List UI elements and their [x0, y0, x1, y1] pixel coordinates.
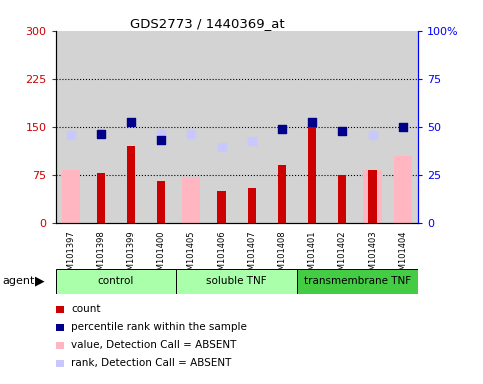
Bar [278, 165, 286, 223]
Bar [127, 146, 135, 223]
Bar [364, 170, 382, 223]
Text: rank, Detection Call = ABSENT: rank, Detection Call = ABSENT [71, 358, 232, 368]
Text: count: count [71, 304, 101, 314]
Bar [183, 177, 200, 223]
Point [67, 132, 74, 138]
Bar [217, 191, 226, 223]
Point [218, 144, 226, 150]
Point [278, 126, 286, 132]
Text: transmembrane TNF: transmembrane TNF [304, 276, 411, 286]
Text: soluble TNF: soluble TNF [206, 276, 267, 286]
Bar [338, 175, 346, 223]
Point [308, 119, 316, 125]
Bar [394, 156, 412, 223]
Bar [176, 269, 297, 294]
Bar [308, 124, 316, 223]
Text: percentile rank within the sample: percentile rank within the sample [71, 322, 247, 332]
Point [157, 131, 165, 137]
Bar [248, 187, 256, 223]
Point [339, 127, 346, 134]
Bar [62, 170, 80, 223]
Point [157, 136, 165, 142]
Text: GDS2773 / 1440369_at: GDS2773 / 1440369_at [130, 17, 285, 30]
Text: control: control [98, 276, 134, 286]
Text: value, Detection Call = ABSENT: value, Detection Call = ABSENT [71, 340, 237, 350]
Point [248, 138, 256, 144]
Point [399, 124, 407, 130]
Point [97, 131, 105, 137]
Bar [297, 269, 418, 294]
Point [187, 131, 195, 137]
Bar [97, 173, 105, 223]
Text: agent: agent [2, 276, 35, 286]
Bar [369, 170, 377, 223]
Bar [56, 269, 176, 294]
Bar [157, 181, 165, 223]
Point [127, 119, 135, 125]
Point [369, 132, 376, 138]
Text: ▶: ▶ [35, 275, 44, 288]
